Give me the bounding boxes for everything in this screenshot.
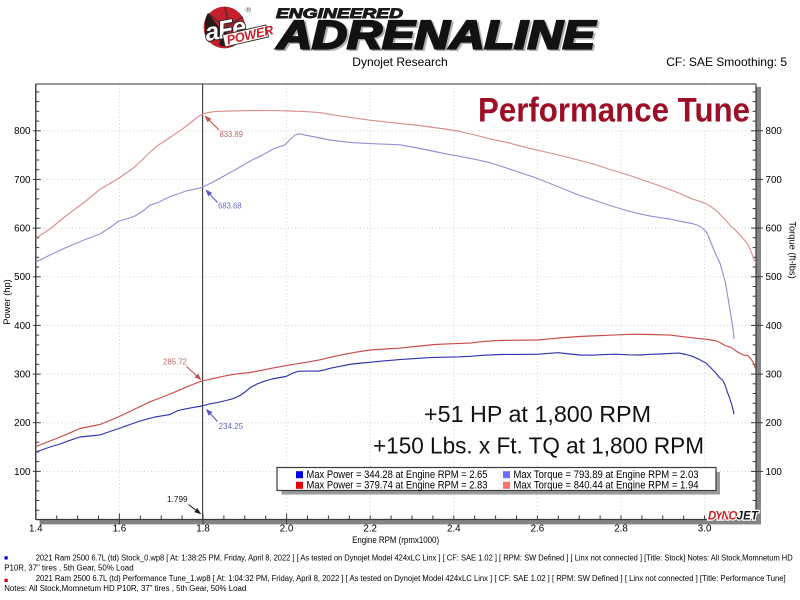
svg-text:500: 500 [14, 272, 31, 283]
svg-text:Max Torque = 793.89 at Engine: Max Torque = 793.89 at Engine RPM = 2.03 [514, 469, 699, 481]
svg-text:300: 300 [14, 369, 31, 380]
svg-text:700: 700 [766, 175, 783, 186]
svg-text:1.4: 1.4 [29, 524, 43, 535]
svg-text:ADRENALINE: ADRENALINE [278, 15, 599, 59]
svg-text:®: ® [246, 6, 252, 15]
svg-text:1.799: 1.799 [167, 494, 188, 504]
svg-text:2021 Ram 2500 6.7L (td) Stock_: 2021 Ram 2500 6.7L (td) Stock_0.wp8 [ At… [36, 553, 793, 562]
svg-text:800: 800 [766, 126, 783, 137]
svg-text:Torque (ft-lbs): Torque (ft-lbs) [788, 221, 798, 278]
svg-text:2.0: 2.0 [280, 524, 294, 535]
svg-text:Notes: All Stock,Momnetum HD P: Notes: All Stock,Momnetum HD P10R, 37” t… [4, 584, 246, 593]
svg-text:1.8: 1.8 [196, 524, 210, 535]
svg-text:2.6: 2.6 [531, 524, 545, 535]
svg-text:600: 600 [766, 224, 783, 235]
svg-text:100: 100 [14, 467, 31, 478]
svg-text:ADRENALINE: ADRENALINE [276, 14, 597, 58]
svg-text:100: 100 [766, 467, 783, 478]
svg-text:DYNO: DYNO [708, 511, 738, 523]
svg-text:Max Power = 379.74 at Engine R: Max Power = 379.74 at Engine RPM = 2.83 [307, 480, 488, 492]
svg-text:500: 500 [766, 272, 783, 283]
svg-text:+150 Lbs. x Ft. TQ at 1,800 RP: +150 Lbs. x Ft. TQ at 1,800 RPM [373, 433, 704, 459]
svg-text:1.6: 1.6 [113, 524, 127, 535]
svg-text:Max Torque = 840.44 at Engine: Max Torque = 840.44 at Engine RPM = 1.94 [514, 480, 699, 492]
svg-text:2.8: 2.8 [614, 524, 628, 535]
svg-text:Power (hp): Power (hp) [2, 279, 12, 324]
svg-text:300: 300 [766, 369, 783, 380]
svg-text:683.68: 683.68 [218, 201, 242, 211]
svg-text:3.0: 3.0 [698, 524, 712, 535]
svg-text:Max Power = 344.28 at Engine R: Max Power = 344.28 at Engine RPM = 2.65 [307, 469, 488, 481]
svg-text:234.25: 234.25 [219, 421, 244, 431]
svg-text:Performance Tune: Performance Tune [478, 92, 750, 130]
svg-text:Dynojet Research: Dynojet Research [352, 55, 447, 69]
svg-text:+51 HP at 1,800 RPM: +51 HP at 1,800 RPM [424, 401, 651, 427]
svg-text:400: 400 [766, 321, 783, 332]
svg-text:833.89: 833.89 [220, 129, 244, 139]
svg-text:JET: JET [737, 511, 759, 523]
svg-text:285.72: 285.72 [163, 356, 187, 366]
svg-text:200: 200 [14, 418, 31, 429]
svg-text:P10R, 37” tires , 5th Gear, 50: P10R, 37” tires , 5th Gear, 50% Load [4, 564, 133, 573]
svg-text:CF: SAE Smoothing: 5: CF: SAE Smoothing: 5 [666, 55, 787, 69]
svg-text:2021 Ram 2500 6.7L (td) Perfor: 2021 Ram 2500 6.7L (td) Performance Tune… [36, 574, 786, 583]
svg-text:700: 700 [14, 175, 31, 186]
svg-text:ENGINEERED: ENGINEERED [276, 6, 403, 21]
svg-text:200: 200 [766, 418, 783, 429]
svg-text:600: 600 [14, 224, 31, 235]
svg-text:400: 400 [14, 321, 31, 332]
svg-text:800: 800 [14, 126, 31, 137]
svg-text:2.4: 2.4 [447, 524, 461, 535]
svg-text:2.2: 2.2 [363, 524, 377, 535]
svg-text:Engine RPM (rpmx1000): Engine RPM (rpmx1000) [352, 535, 439, 545]
